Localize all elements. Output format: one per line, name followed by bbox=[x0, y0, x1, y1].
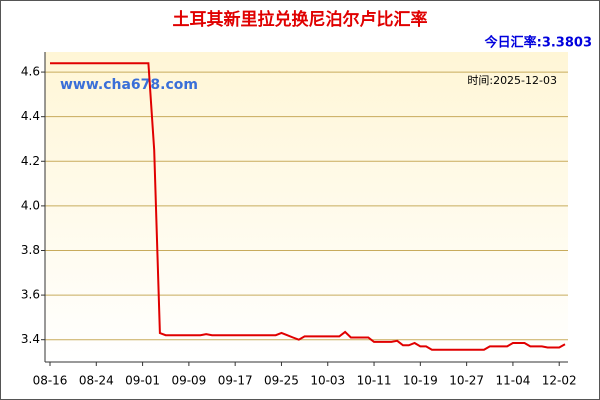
x-tick-label: 11-04 bbox=[495, 374, 530, 388]
x-tick-label: 10-11 bbox=[357, 374, 392, 388]
y-tick-label: 4.0 bbox=[21, 198, 40, 212]
plot-area bbox=[45, 52, 568, 362]
x-tick-label: 10-27 bbox=[449, 374, 484, 388]
x-tick-label: 09-17 bbox=[218, 374, 253, 388]
y-tick-label: 3.4 bbox=[21, 332, 40, 346]
y-tick-label: 4.2 bbox=[21, 154, 40, 168]
x-tick-label: 10-03 bbox=[310, 374, 345, 388]
x-tick-label: 08-24 bbox=[79, 374, 114, 388]
y-tick-label: 3.8 bbox=[21, 243, 40, 257]
x-tick-label: 12-02 bbox=[542, 374, 577, 388]
x-tick-label: 08-16 bbox=[33, 374, 68, 388]
watermark: www.cha678.com bbox=[60, 77, 198, 93]
y-tick-label: 4.4 bbox=[21, 109, 40, 123]
x-tick-label: 10-19 bbox=[403, 374, 438, 388]
y-tick-label: 3.6 bbox=[21, 288, 40, 302]
y-tick-label: 4.6 bbox=[21, 65, 40, 79]
x-tick-label: 09-09 bbox=[171, 374, 206, 388]
x-tick-label: 09-01 bbox=[125, 374, 160, 388]
x-tick-label: 09-25 bbox=[264, 374, 299, 388]
line bbox=[50, 62, 566, 351]
annotation: 时间:2025-12-03 bbox=[467, 74, 557, 87]
current-rate: 今日汇率:3.3803 bbox=[484, 35, 592, 51]
chart-title: 土耳其新里拉兑换尼泊尔卢比汇率 bbox=[173, 9, 428, 30]
